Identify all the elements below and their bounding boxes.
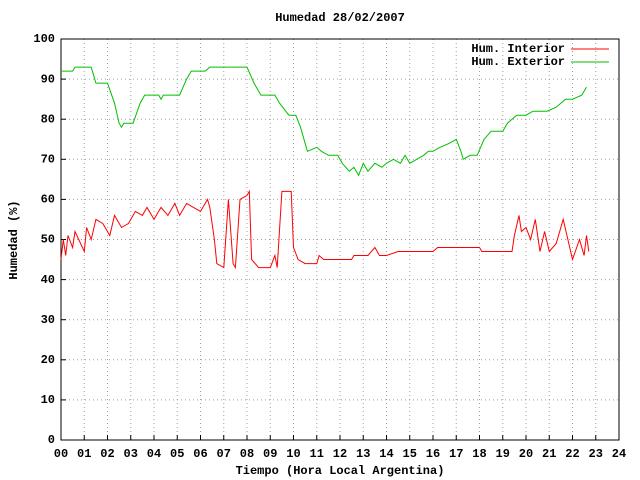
x-tick-label: 11 bbox=[310, 447, 324, 461]
x-tick-label: 08 bbox=[240, 447, 254, 461]
y-axis-label: Humedad (%) bbox=[7, 200, 21, 279]
x-tick-label: 07 bbox=[217, 447, 231, 461]
plot-frame bbox=[60, 38, 620, 441]
series-line bbox=[60, 189, 590, 270]
x-tick-label: 10 bbox=[286, 447, 300, 461]
x-tick-label: 06 bbox=[193, 447, 207, 461]
x-tick-label: 09 bbox=[263, 447, 277, 461]
x-tick-label: 23 bbox=[589, 447, 603, 461]
y-tick-label: 20 bbox=[41, 353, 55, 367]
y-tick-label: 60 bbox=[41, 193, 55, 207]
y-tick-label: 10 bbox=[41, 393, 55, 407]
x-axis-label: Tiempo (Hora Local Argentina) bbox=[236, 464, 445, 478]
x-tick-label: 16 bbox=[426, 447, 440, 461]
y-tick-label: 50 bbox=[41, 233, 55, 247]
x-tick-label: 12 bbox=[333, 447, 347, 461]
y-tick-label: 40 bbox=[41, 273, 55, 287]
x-tick-label: 20 bbox=[519, 447, 533, 461]
x-tick-label: 17 bbox=[449, 447, 463, 461]
x-tick-label: 18 bbox=[472, 447, 486, 461]
y-tick-label: 70 bbox=[41, 152, 55, 166]
x-tick-label: 22 bbox=[565, 447, 579, 461]
x-tick-label: 21 bbox=[542, 447, 556, 461]
x-tick-label: 03 bbox=[124, 447, 138, 461]
x-tick-label: 01 bbox=[77, 447, 91, 461]
x-tick-label: 02 bbox=[100, 447, 114, 461]
legend-label: Hum. Exterior bbox=[471, 55, 565, 69]
y-tick-label: 90 bbox=[41, 72, 55, 86]
legend-label: Hum. Interior bbox=[471, 42, 565, 56]
y-tick-label: 100 bbox=[33, 32, 55, 46]
x-tick-label: 19 bbox=[496, 447, 510, 461]
x-tick-label: 24 bbox=[612, 447, 626, 461]
y-tick-label: 30 bbox=[41, 313, 55, 327]
x-tick-label: 04 bbox=[147, 447, 161, 461]
x-tick-label: 05 bbox=[170, 447, 184, 461]
y-tick-label: 0 bbox=[48, 433, 55, 447]
x-tick-label: 14 bbox=[379, 447, 393, 461]
x-tick-label: 15 bbox=[403, 447, 417, 461]
y-tick-label: 80 bbox=[41, 112, 55, 126]
x-tick-label: 13 bbox=[356, 447, 370, 461]
x-tick-label: 00 bbox=[54, 447, 68, 461]
series-line bbox=[61, 66, 587, 177]
chart-title: Humedad 28/02/2007 bbox=[275, 11, 405, 25]
